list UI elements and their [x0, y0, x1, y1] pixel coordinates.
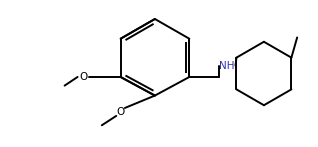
Text: NH: NH — [219, 61, 235, 71]
Text: O: O — [116, 107, 125, 117]
Text: O: O — [79, 72, 87, 82]
